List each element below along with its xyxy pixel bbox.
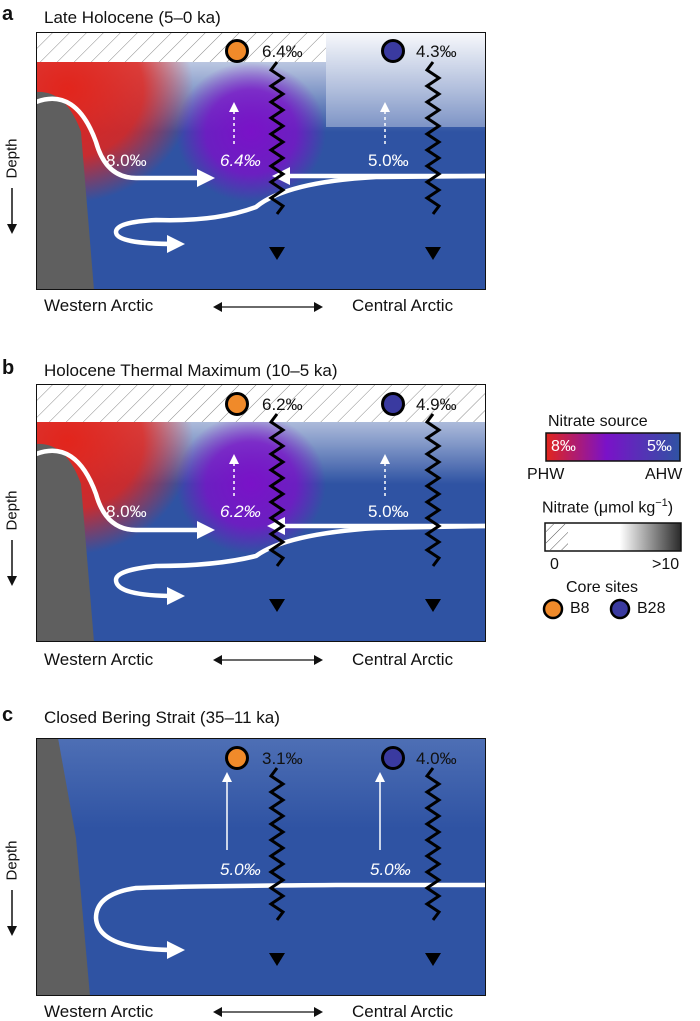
core-sites-title: Core sites [566,579,639,596]
panel-a-diagram [36,32,486,290]
central-arctic-label: Central Arctic [352,1002,454,1021]
east-isotope-value: 5.0‰ [368,151,409,170]
depth-arrow-icon [7,188,17,234]
b28-marker-icon [381,746,405,770]
b28-isotope-value: 4.9‰ [416,395,457,414]
panel-b-depth-axis: Depth [2,482,22,592]
western-arctic-label: Western Arctic [44,1002,154,1021]
mid-isotope-value: 5.0‰ [220,860,261,879]
b8-isotope-value: 3.1‰ [262,749,303,768]
east-isotope-value: 5.0‰ [368,502,409,521]
ahw-value: 5‰ [647,438,672,455]
b28-legend-label: B28 [637,600,666,617]
b8-marker-icon [225,39,249,63]
western-arctic-label: Western Arctic [44,296,154,315]
panel-c-title: Closed Bering Strait (35–11 ka) [44,708,280,727]
depth-arrow-icon [7,540,17,586]
nitrate-scale-min: 0 [550,556,559,573]
b8-marker-icon [225,392,249,416]
panel-b-title: Holocene Thermal Maximum (10–5 ka) [44,361,338,380]
b28-isotope-value: 4.3‰ [416,42,457,61]
mid-isotope-value: 6.2‰ [220,502,261,521]
ahw-label: AHW [645,466,683,483]
mid-isotope-value: 6.4‰ [220,151,261,170]
double-arrow-icon [213,655,323,665]
panel-c-depth-axis: Depth [2,832,22,942]
panel-b-label: b [2,357,15,379]
panel-c-label: c [2,704,14,726]
b28-legend-marker-icon [609,598,631,620]
b28-marker-icon [381,39,405,63]
nitrate-unit-exponent: −1 [655,497,668,509]
phw-value: 8‰ [551,438,576,455]
double-arrow-icon [213,1007,323,1017]
depth-arrow-icon [7,890,17,936]
west-isotope-value: 8.0‰ [106,151,147,170]
b8-legend-label: B8 [570,600,590,617]
central-arctic-label: Central Arctic [352,296,454,315]
nitrate-source-colorbar [545,432,681,462]
nitrate-title-text: Nitrate (μmol kg [542,499,656,517]
nitrate-source-title: Nitrate source [548,413,648,430]
central-arctic-label: Central Arctic [352,650,454,669]
b8-isotope-value: 6.4‰ [262,42,303,61]
b28-marker-icon [381,392,405,416]
east-isotope-value: 5.0‰ [370,860,411,879]
panel-a-depth-axis: Depth [2,130,22,240]
phw-label: PHW [527,466,565,483]
western-arctic-label: Western Arctic [44,650,154,669]
nitrate-concentration-colorbar [544,522,682,552]
panel-b-diagram [36,384,486,642]
west-isotope-value: 8.0‰ [106,502,147,521]
nitrate-concentration-title: Nitrate (μmol kg−1) [542,498,673,516]
panel-a-title: Late Holocene (5–0 ka) [44,8,221,27]
panel-a-label: a [2,3,14,25]
b8-legend-marker-icon [542,598,564,620]
b28-isotope-value: 4.0‰ [416,749,457,768]
nitrate-scale-max: >10 [652,556,680,573]
b8-marker-icon [225,746,249,770]
nitrate-title-close: ) [667,499,674,517]
double-arrow-icon [213,302,323,312]
b8-isotope-value: 6.2‰ [262,395,303,414]
panel-c-diagram [36,738,486,996]
